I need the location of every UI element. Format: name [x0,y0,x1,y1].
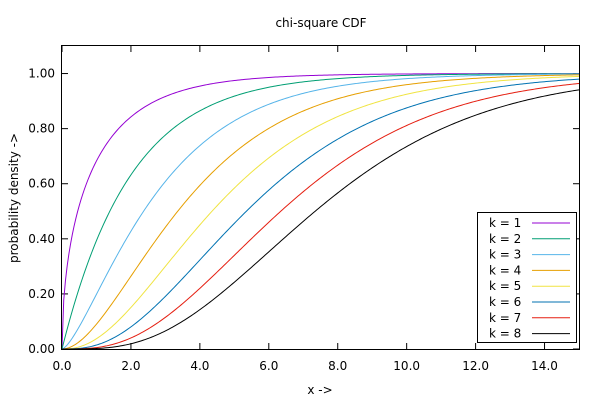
y-tick-label: 0.00 [28,342,55,356]
series-line [61,75,580,350]
y-tick-label: 0.60 [28,177,55,191]
y-tick-label: 0.20 [28,287,55,301]
legend-label: k = 4 [489,263,521,277]
legend: k = 1 k = 2 k = 3k = 4 k = 5 k = 6 k = 7 k = 8 [477,212,577,343]
x-tick-label: 4.0 [190,359,209,373]
x-tick-label: 6.0 [259,359,278,373]
legend-label: k = 6 [489,295,521,309]
x-tick-label: 8.0 [328,359,347,373]
legend-label: k = 2 [489,232,521,246]
legend-label: k = 1 [489,216,521,230]
axis-ticks: 0.0 2.0 4.0 6.0 8.0 10.0 12.0 14.0 0.00 0.20 0.40 0… [28,46,579,373]
y-axis-label: probability density -> [7,133,21,263]
legend-label: k = 5 [489,279,521,293]
chart-title: chi-square CDF [275,16,366,30]
series-line [61,73,580,350]
x-tick-label: 10.0 [393,359,420,373]
plot-frame [61,45,580,350]
x-tick-label: 0.0 [52,359,71,373]
y-tick-label: 0.80 [28,122,55,136]
x-tick-label: 14.0 [531,359,558,373]
y-tick-label: 1.00 [28,67,55,81]
series-line [62,89,580,350]
legend-label: k = 7 [489,311,521,325]
legend-label: k = 3 [489,248,521,262]
series-line [62,78,580,350]
series-line [61,74,580,350]
legend-box [477,212,577,343]
x-axis-label: x -> [307,383,332,397]
x-tick-label: 2.0 [121,359,140,373]
series-line [62,82,580,350]
x-tick-label: 12.0 [462,359,489,373]
y-tick-label: 0.40 [28,232,55,246]
series-line [61,73,579,350]
legend-label: k = 8 [489,327,521,341]
series-curves [61,73,580,350]
